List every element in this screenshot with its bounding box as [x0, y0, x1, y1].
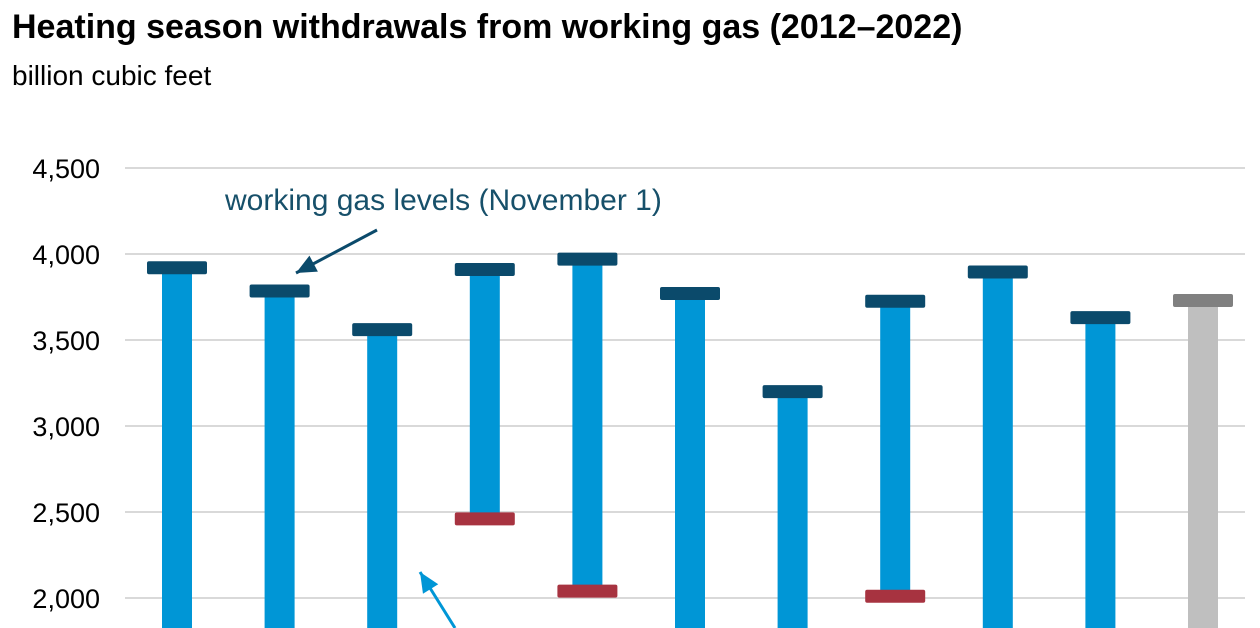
y-tick-label: 4,500 — [32, 154, 100, 184]
bar-1 — [162, 267, 192, 628]
y-axis-tick-labels: 2,000 2,500 3,000 3,500 4,000 4,500 — [32, 154, 100, 614]
bar-11 — [1188, 300, 1218, 628]
bar-3-top-cap — [352, 323, 413, 337]
bar-5-low-cap — [557, 584, 618, 598]
y-tick-label: 2,500 — [32, 498, 100, 528]
annotation-working-gas-levels: working gas levels (November 1) — [224, 184, 662, 217]
bar-2 — [264, 290, 295, 628]
y-tick-label: 3,500 — [32, 326, 100, 356]
bar-4-low-cap — [454, 512, 515, 526]
arrow-to-working-gas-cap — [295, 228, 378, 275]
chart-title: Heating season withdrawals from working … — [12, 8, 963, 46]
bar-11-top-cap — [1173, 293, 1233, 307]
bar-9-top-cap — [967, 265, 1028, 279]
bar-3 — [367, 329, 398, 628]
bar-10-top-cap — [1070, 311, 1131, 325]
y-tick-label: 4,000 — [32, 240, 100, 270]
bar-9 — [982, 272, 1013, 628]
chart-subtitle: billion cubic feet — [12, 60, 212, 91]
bar-7-top-cap — [762, 385, 823, 399]
bar-5-top-cap — [557, 252, 618, 266]
bar-2-top-cap — [249, 284, 310, 298]
bar-7 — [777, 391, 808, 628]
bar-1-top-cap — [147, 261, 207, 275]
bar-6 — [675, 293, 705, 628]
bar-10 — [1085, 317, 1116, 628]
y-tick-label: 3,000 — [32, 412, 100, 442]
bar-series — [147, 252, 1233, 628]
y-tick-label: 2,000 — [32, 584, 100, 614]
bar-4-top-cap — [454, 262, 515, 276]
bar-5 — [572, 259, 603, 592]
annotations: working gas levels (November 1) — [224, 184, 662, 628]
bar-6-top-cap — [660, 287, 720, 301]
bar-8 — [880, 301, 911, 597]
bar-4 — [469, 269, 500, 519]
bar-8-low-cap — [865, 589, 926, 603]
arrow-lower — [418, 571, 457, 628]
bar-8-top-cap — [865, 294, 926, 308]
